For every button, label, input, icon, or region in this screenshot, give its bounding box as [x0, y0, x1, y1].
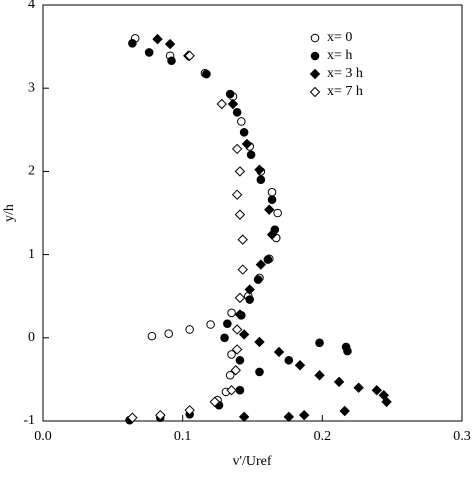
data-point — [315, 338, 324, 348]
y-tick-label: 3 — [28, 80, 35, 95]
data-point — [267, 187, 277, 197]
data-point — [147, 331, 157, 341]
data-point — [227, 350, 236, 359]
data-point — [226, 385, 237, 396]
data-point — [234, 209, 246, 220]
data-point — [245, 295, 255, 304]
legend-label: x= 0 — [327, 30, 352, 45]
y-tick-label: 4 — [28, 0, 35, 12]
data-point — [164, 329, 173, 338]
data-point — [256, 175, 266, 185]
data-point — [231, 344, 243, 355]
data-point — [185, 325, 194, 334]
data-point — [231, 324, 243, 335]
data-point — [164, 38, 176, 50]
data-point — [155, 409, 166, 421]
data-point — [283, 411, 295, 423]
data-point — [184, 50, 195, 61]
data-point — [230, 365, 241, 376]
data-point — [298, 409, 310, 421]
data-point — [220, 333, 229, 343]
data-point — [343, 346, 352, 356]
data-point — [246, 150, 256, 160]
data-point — [237, 234, 248, 245]
legend-marker — [309, 68, 321, 80]
data-point — [238, 329, 250, 340]
data-point — [238, 411, 250, 423]
data-point — [241, 138, 253, 150]
y-tick-label: 0 — [28, 330, 35, 345]
data-point — [225, 89, 235, 99]
data-point — [314, 370, 325, 381]
data-point — [237, 264, 248, 275]
x-axis-label: v'/Uref — [232, 454, 271, 469]
legend-marker — [309, 86, 321, 98]
legend-label: x= 7 h — [327, 84, 363, 99]
data-point — [227, 308, 236, 318]
legend-marker — [310, 51, 320, 61]
data-point — [231, 189, 243, 200]
data-point — [223, 319, 232, 328]
data-point — [209, 396, 220, 408]
y-axis-label: y/h — [2, 204, 17, 222]
y-tick-label: 1 — [28, 247, 35, 262]
x-tick-label: 0.2 — [314, 429, 332, 444]
data-point — [254, 336, 265, 348]
data-point — [128, 38, 137, 48]
data-point — [263, 255, 273, 264]
data-point — [273, 208, 282, 218]
data-point — [216, 98, 227, 110]
data-point — [184, 404, 195, 416]
data-point — [284, 355, 294, 365]
data-point — [273, 346, 285, 358]
data-point — [237, 117, 246, 126]
data-point — [234, 166, 246, 177]
x-tick-label: 0.0 — [34, 429, 52, 444]
data-point — [234, 292, 246, 304]
data-point — [127, 412, 138, 423]
data-point — [255, 259, 267, 270]
data-point — [353, 382, 364, 393]
x-tick-label: 0.3 — [453, 429, 471, 444]
data-point — [239, 127, 249, 137]
data-point — [294, 360, 306, 371]
legend-marker — [310, 33, 320, 43]
y-tick-label: -1 — [23, 413, 35, 428]
data-point — [381, 396, 392, 408]
data-point — [266, 229, 278, 240]
data-point — [206, 320, 215, 329]
plot-frame — [42, 4, 463, 422]
legend-label: x= 3 h — [327, 66, 363, 81]
x-tick-label: 0.1 — [174, 429, 192, 444]
legend-label: x= h — [327, 48, 352, 63]
data-point — [202, 69, 211, 79]
data-point — [254, 164, 265, 175]
data-point — [167, 56, 176, 66]
data-point — [264, 204, 275, 215]
data-point — [339, 405, 350, 417]
data-point — [225, 370, 235, 380]
y-tick-label: 2 — [28, 164, 35, 179]
data-point — [244, 284, 255, 295]
data-point — [231, 143, 243, 155]
data-point — [267, 195, 277, 204]
data-point — [255, 367, 264, 377]
data-point — [234, 309, 246, 320]
data-point — [253, 275, 263, 284]
data-point — [232, 108, 242, 117]
data-point — [144, 48, 154, 57]
data-point — [371, 385, 383, 396]
data-point — [235, 385, 245, 395]
data-point — [227, 98, 239, 110]
data-point — [152, 33, 163, 45]
data-point — [235, 355, 245, 365]
data-point — [333, 376, 345, 388]
